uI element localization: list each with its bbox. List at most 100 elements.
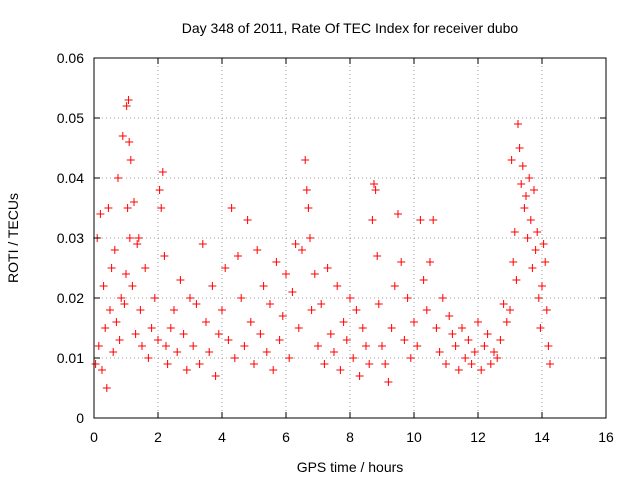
data-point [123,204,132,212]
data-point [262,348,271,356]
data-point [486,360,495,368]
data-point [470,348,479,356]
data-point [323,264,332,272]
data-point [147,324,156,332]
data-point [467,360,476,368]
x-tick-label: 12 [470,429,486,445]
data-point [506,306,514,314]
data-point [531,246,540,254]
data-point [499,300,508,308]
data-point [512,276,521,284]
data-point [163,360,172,368]
data-point [96,210,105,218]
data-point [214,330,223,338]
data-point [130,198,138,206]
data-point [520,204,529,212]
data-point [474,318,482,326]
data-point [374,300,383,308]
data-point [114,174,122,182]
data-point [544,342,553,350]
data-point [173,348,182,356]
data-point [464,336,473,344]
data-point [336,366,345,374]
data-point [198,240,207,248]
data-point [330,348,338,356]
data-point [117,294,126,302]
data-point [141,264,150,272]
y-tick-label: 0 [76,410,84,426]
data-point [490,348,498,356]
data-point [413,342,422,350]
data-point [533,228,542,236]
data-point [138,342,146,350]
x-tick-label: 2 [154,429,162,445]
data-point [538,282,546,290]
data-point [358,324,367,332]
data-point [373,252,382,260]
data-point [458,324,466,332]
data-point [246,318,255,326]
data-point [288,288,297,296]
grid-lines [94,58,606,418]
data-point [317,300,326,308]
y-tick-label: 0.03 [57,230,84,246]
data-point [522,192,530,200]
y-tick-label: 0.04 [57,170,84,186]
data-point [390,282,399,290]
data-point [429,216,438,224]
data-point [451,342,460,350]
data-point [517,180,526,188]
data-point [250,360,258,368]
data-point [162,342,170,350]
data-point [546,360,554,368]
data-point [134,234,143,242]
data-point [541,258,550,266]
data-point [285,354,294,362]
data-point [477,366,486,374]
axis-ticks [93,57,607,419]
tick-labels: 0 2 4 6 8 10 12 14 16 0 0.01 0.02 0.03 0.04 0.05 0.06 [57,50,614,445]
data-point [371,186,380,194]
data-point [195,360,204,368]
data-point [94,342,103,350]
data-point [282,270,290,278]
data-point [133,240,142,248]
data-point [342,336,351,344]
data-point [125,234,134,242]
data-point [128,282,137,290]
data-point [307,306,316,314]
data-point [406,354,415,362]
data-point [155,186,164,194]
y-tick-label: 0.06 [57,50,84,66]
data-point [445,312,454,320]
data-point [339,318,348,326]
data-point [352,306,361,314]
data-point [507,156,516,164]
data-point [186,294,194,302]
data-point [205,348,214,356]
data-point [448,330,457,338]
data-point [118,132,127,140]
data-point [192,300,201,308]
data-point [104,204,113,212]
x-tick-label: 6 [282,429,290,445]
data-point [91,360,100,368]
data-point [542,306,551,314]
data-point [438,294,447,302]
data-point [272,258,281,266]
data-point [442,360,450,368]
data-point [419,276,428,284]
data-point [144,354,153,362]
data-point [301,156,310,164]
data-point [539,240,548,248]
data-point [483,330,492,338]
data-point [536,324,545,332]
data-point [102,384,111,392]
data-point [461,354,470,362]
data-point [109,348,118,356]
data-points [91,96,554,392]
data-point [381,360,390,368]
data-point [291,240,300,248]
data-point [101,324,110,332]
